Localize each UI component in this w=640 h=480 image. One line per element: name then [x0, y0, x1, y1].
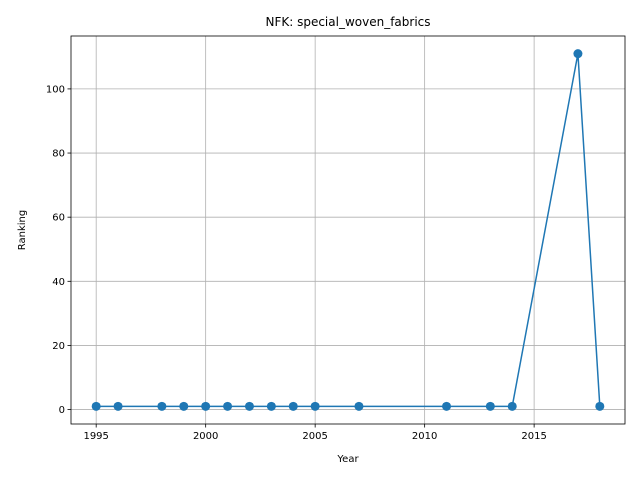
grid-lines: [71, 36, 625, 424]
y-tick-label: 80: [52, 149, 65, 160]
chart-title: NFK: special_woven_fabrics: [265, 15, 430, 29]
y-axis-label: Ranking: [17, 210, 28, 250]
plot-area-frame: [70, 35, 626, 425]
data-point: [310, 401, 320, 411]
y-axis-ticks: 0 20 40 60 80 100: [46, 84, 71, 416]
x-axis-ticks: 1995 2000 2005 2010 2015: [83, 424, 547, 442]
data-point: [354, 401, 364, 411]
y-tick-label: 0: [59, 405, 65, 416]
data-point: [201, 401, 211, 411]
x-axis-label: Year: [336, 454, 359, 465]
y-tick-label: 20: [52, 341, 65, 352]
x-tick-label: 2005: [302, 431, 327, 442]
data-point: [595, 401, 605, 411]
data-point: [244, 401, 254, 411]
data-point: [507, 401, 517, 411]
data-point: [442, 401, 452, 411]
data-point: [266, 401, 276, 411]
series-line: [96, 53, 601, 408]
data-point: [113, 401, 123, 411]
x-tick-label: 2015: [521, 431, 546, 442]
data-point: [485, 401, 495, 411]
data-point: [223, 401, 233, 411]
x-tick-label: 2000: [193, 431, 218, 442]
y-tick-label: 60: [52, 213, 65, 224]
data-point: [157, 401, 167, 411]
y-tick-label: 100: [46, 84, 65, 95]
data-point: [288, 401, 298, 411]
series-line-path: [96, 53, 601, 408]
x-tick-label: 2010: [412, 431, 437, 442]
y-tick-label: 40: [52, 277, 65, 288]
data-point: [91, 401, 101, 411]
data-point: [573, 49, 583, 59]
x-tick-label: 1995: [83, 431, 108, 442]
data-points: [91, 49, 605, 411]
data-point: [179, 401, 189, 411]
